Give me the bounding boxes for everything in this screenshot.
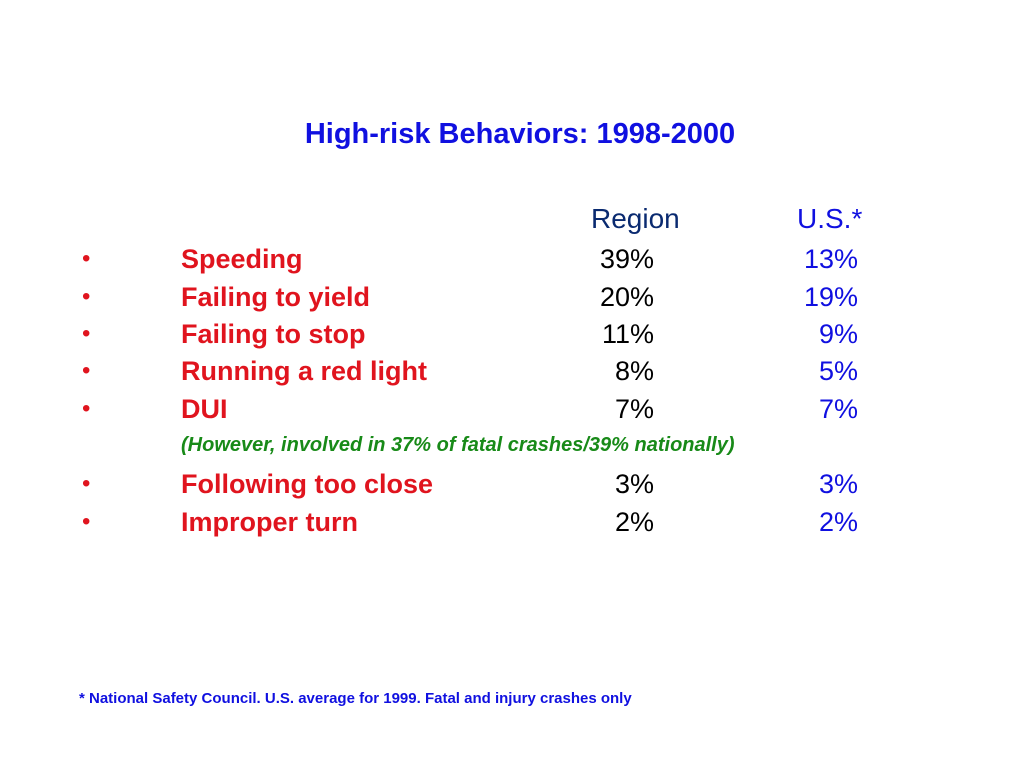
region-value: 7% — [614, 394, 654, 424]
bullet-icon: • — [82, 283, 91, 310]
us-value: 2% — [818, 507, 858, 537]
behavior-label: DUI — [181, 394, 228, 424]
slide-title: High-risk Behaviors: 1998-2000 — [304, 118, 736, 150]
behavior-label: Improper turn — [181, 507, 359, 537]
region-value: 3% — [614, 469, 654, 499]
bullet-icon: • — [82, 508, 91, 535]
bullet-icon: • — [82, 357, 91, 384]
behavior-label: Failing to yield — [181, 282, 371, 312]
region-value: 2% — [614, 507, 654, 537]
column-header-region: Region — [591, 203, 680, 234]
us-value: 3% — [818, 469, 858, 499]
region-value: 20% — [599, 282, 654, 312]
region-value: 11% — [601, 319, 654, 349]
behavior-label: Speeding — [181, 244, 303, 274]
table-row: • Speeding 39% 13% — [0, 240, 1024, 278]
behavior-label: Failing to stop — [181, 319, 366, 349]
table-row: • Improper turn 2% 2% — [0, 503, 1024, 541]
us-value: 7% — [818, 394, 858, 424]
table-row: • Running a red light 8% 5% — [0, 352, 1024, 390]
footnote: * National Safety Council. U.S. average … — [79, 690, 632, 707]
dui-note: (However, involved in 37% of fatal crash… — [181, 434, 735, 456]
table-row: • DUI 7% 7% — [0, 390, 1024, 428]
us-value: 5% — [818, 356, 858, 386]
bullet-icon: • — [82, 245, 91, 272]
us-value: 9% — [818, 319, 858, 349]
table-row: • Failing to yield 20% 19% — [0, 278, 1024, 316]
bullet-icon: • — [82, 320, 91, 347]
table-row: • Failing to stop 11% 9% — [0, 315, 1024, 353]
column-header-us: U.S.* — [797, 203, 863, 234]
region-value: 8% — [614, 356, 654, 386]
behavior-label: Following too close — [181, 469, 433, 499]
behavior-label: Running a red light — [181, 356, 427, 386]
bullet-icon: • — [82, 470, 91, 497]
us-value: 13% — [803, 244, 858, 274]
us-value: 19% — [803, 282, 858, 312]
bullet-icon: • — [82, 395, 91, 422]
region-value: 39% — [599, 244, 654, 274]
table-row: • Following too close 3% 3% — [0, 465, 1024, 503]
